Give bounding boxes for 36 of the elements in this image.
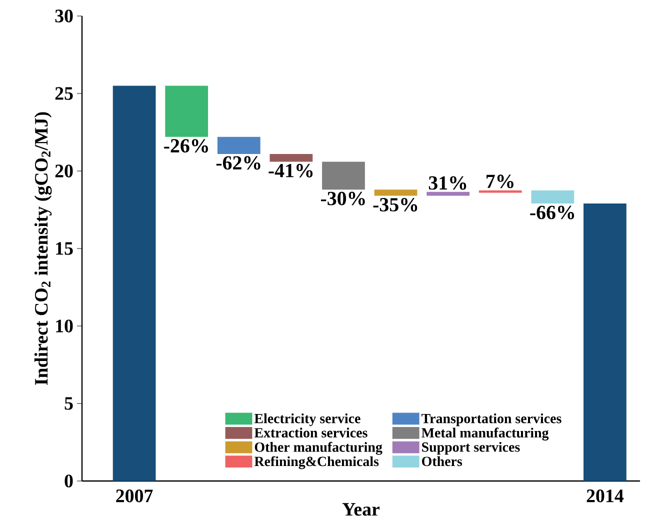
- bar: [374, 190, 418, 196]
- x-axis-title: Year: [342, 503, 380, 516]
- legend-label: Refining&Chemicals: [254, 456, 379, 470]
- legend-label: Metal manufacturing: [422, 428, 549, 440]
- annotation: -35%: [373, 198, 418, 212]
- bar: [112, 86, 156, 481]
- legend-label: Other manufacturing: [254, 442, 382, 455]
- annotation: -62%: [216, 156, 260, 170]
- bar: [217, 136, 260, 154]
- y-tick-label: 15: [56, 242, 73, 255]
- legend-label: Electricity service: [254, 413, 360, 426]
- y-tick-label: 30: [55, 10, 73, 22]
- legend-label: Transportation services: [422, 413, 562, 426]
- y-tick-label: 5: [64, 397, 73, 410]
- y-tick-label: 10: [56, 320, 73, 332]
- annotation: 31%: [428, 176, 466, 190]
- legend-label: Others: [422, 456, 462, 466]
- legend-label: Extraction services: [254, 428, 368, 438]
- legend-label: Support services: [422, 442, 520, 455]
- bar: [165, 86, 208, 137]
- bar: [322, 162, 365, 190]
- annotation: -26%: [164, 139, 208, 153]
- bar: [584, 204, 626, 481]
- x-tick-label: 2014: [586, 490, 624, 502]
- y-tick-label: 0: [64, 474, 73, 488]
- y-axis-title: Indirect CO$_{2}$ intensity (gCO$_{2}$/MJ): [34, 112, 52, 385]
- annotation: 7%: [486, 174, 514, 188]
- annotation: -30%: [320, 192, 365, 206]
- annotation: -41%: [268, 164, 313, 178]
- x-tick-label: 2007: [116, 490, 153, 502]
- annotation: -66%: [530, 206, 574, 220]
- bar: [270, 154, 313, 162]
- y-tick-label: 25: [55, 87, 73, 100]
- bar: [531, 190, 574, 204]
- y-tick-label: 20: [55, 164, 73, 178]
- bar: [426, 192, 470, 196]
